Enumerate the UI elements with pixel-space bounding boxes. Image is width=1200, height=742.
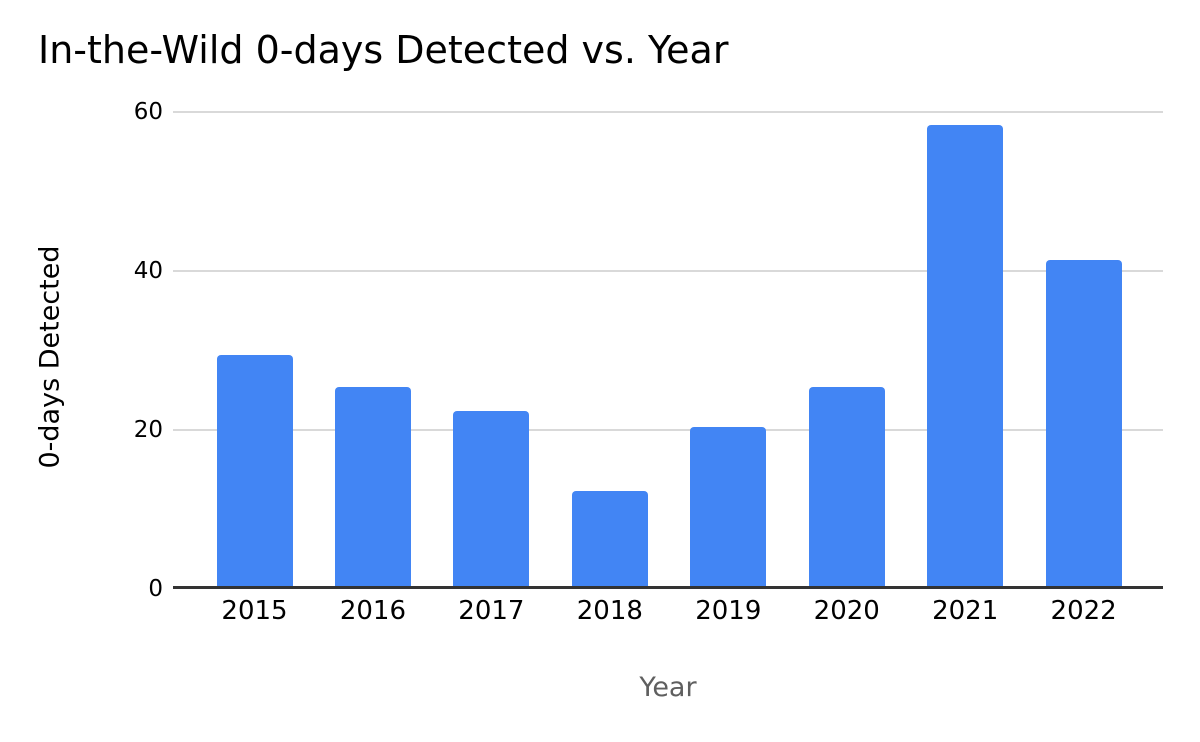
gridline: [173, 111, 1163, 113]
gridline: [173, 429, 1163, 431]
bar-2015: [216, 355, 293, 586]
gridline: [173, 270, 1163, 272]
chart-title: In-the-Wild 0-days Detected vs. Year: [38, 28, 729, 72]
bar-2018: [571, 490, 648, 586]
plot-area: [173, 111, 1163, 589]
x-tick-label: 2021: [932, 596, 999, 626]
bar-2017: [453, 411, 530, 586]
x-tick-label: 2018: [576, 596, 643, 626]
x-tick-label: 2020: [813, 596, 880, 626]
y-tick-label: 0: [148, 576, 163, 602]
x-axis-title: Year: [639, 672, 697, 703]
x-tick-label: 2019: [695, 596, 762, 626]
x-tick-label: 2016: [339, 596, 407, 626]
y-tick-label: 20: [133, 417, 163, 443]
y-tick-label: 60: [133, 99, 163, 125]
bar-2016: [334, 387, 411, 586]
bar-2019: [690, 427, 767, 586]
bar-2021: [927, 124, 1004, 586]
bar-2020: [808, 387, 885, 586]
y-tick-label: 40: [133, 258, 163, 284]
y-axis-title: 0-days Detected: [34, 245, 66, 469]
bar-2022: [1045, 260, 1122, 586]
x-tick-label: 2015: [221, 596, 288, 626]
x-tick-label: 2017: [458, 596, 525, 626]
x-tick-label: 2022: [1050, 596, 1117, 626]
